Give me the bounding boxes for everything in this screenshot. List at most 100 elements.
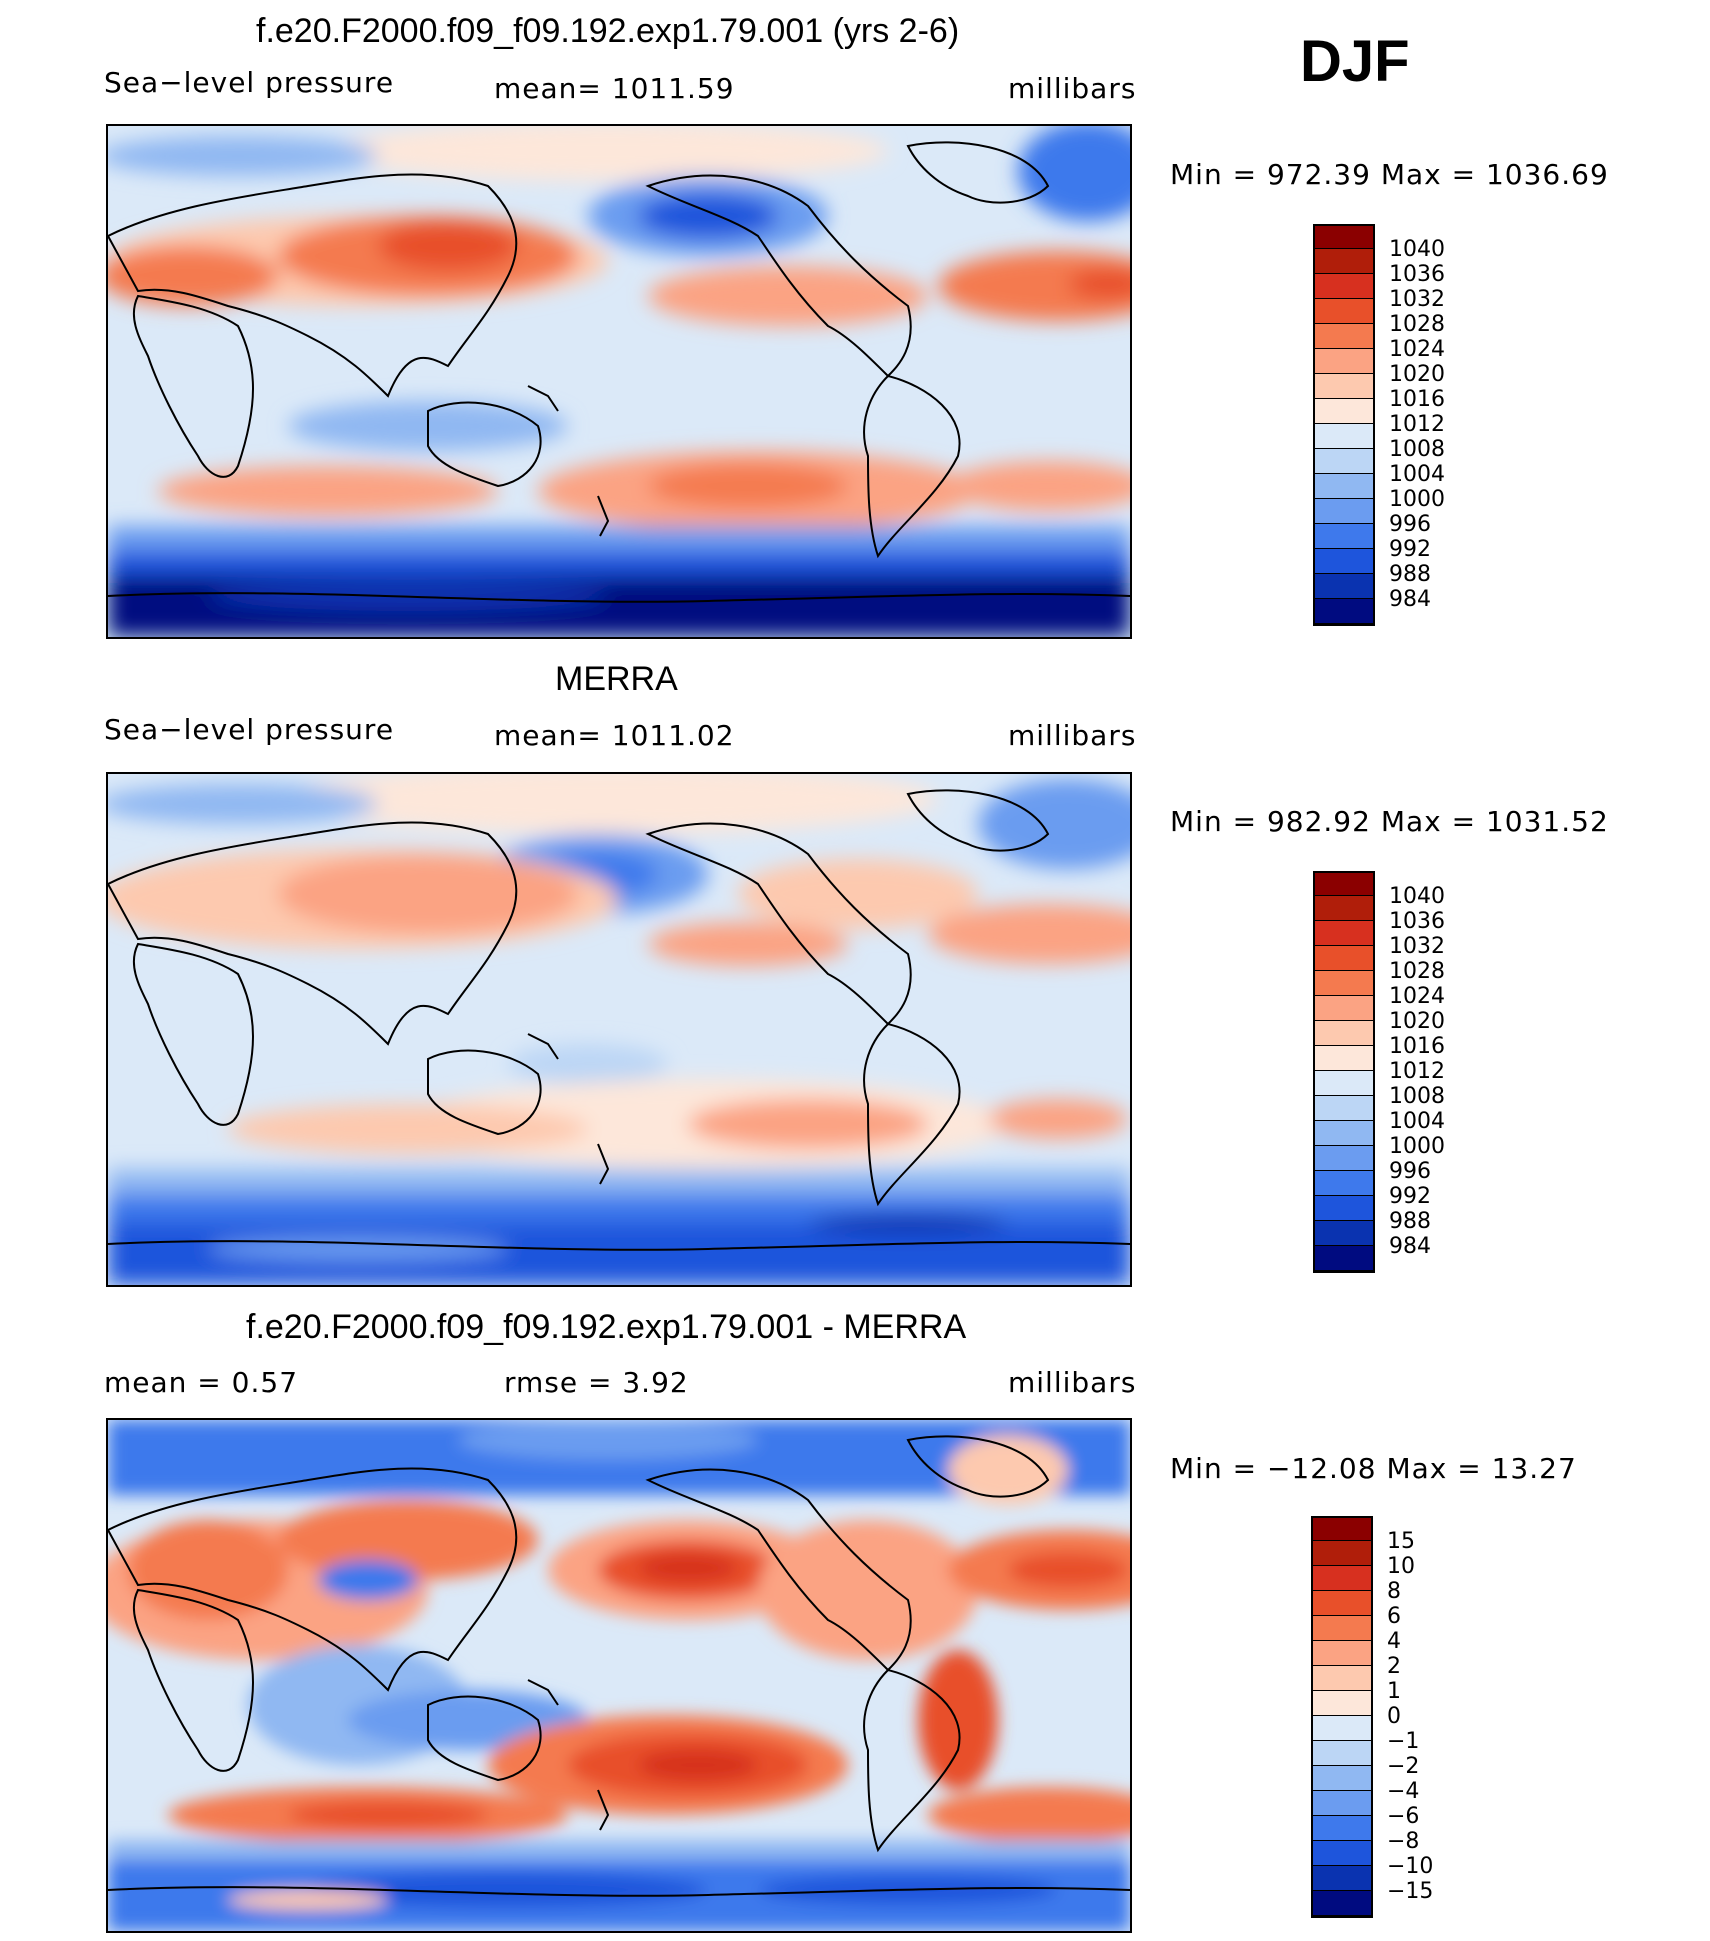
colorbar-swatch bbox=[1313, 1196, 1375, 1221]
colorbar-label: 1016 bbox=[1389, 387, 1445, 412]
colorbar-swatch bbox=[1311, 1816, 1373, 1841]
colorbar-swatch bbox=[1313, 374, 1375, 399]
colorbar-swatch bbox=[1311, 1566, 1373, 1591]
colorbar-swatch bbox=[1313, 224, 1375, 249]
colorbar-label: 1020 bbox=[1389, 362, 1445, 387]
colorbar-label: −2 bbox=[1387, 1754, 1420, 1779]
colorbar-label: 1028 bbox=[1389, 959, 1445, 984]
colorbar-label: 1036 bbox=[1389, 909, 1445, 934]
colorbar-swatch bbox=[1313, 996, 1375, 1021]
map-model bbox=[106, 124, 1132, 639]
minmax-obs: Min = 982.92 Max = 1031.52 bbox=[1170, 805, 1609, 838]
colorbar-label: 15 bbox=[1387, 1529, 1415, 1554]
colorbar-label: 984 bbox=[1389, 587, 1431, 612]
colorbar-swatch bbox=[1311, 1516, 1373, 1541]
colorbar-swatch bbox=[1311, 1691, 1373, 1716]
colorbar-label: −8 bbox=[1387, 1829, 1420, 1854]
colorbar-label: 1004 bbox=[1389, 462, 1445, 487]
panel-units-model: millibars bbox=[1008, 72, 1137, 105]
panel-units-diff: millibars bbox=[1008, 1366, 1137, 1399]
colorbar-label: 2 bbox=[1387, 1654, 1401, 1679]
colorbar-swatch bbox=[1313, 324, 1375, 349]
colorbar-label: 0 bbox=[1387, 1704, 1401, 1729]
colorbar-label: −6 bbox=[1387, 1804, 1420, 1829]
colorbar-label: 10 bbox=[1387, 1554, 1415, 1579]
colorbar-swatch bbox=[1311, 1841, 1373, 1866]
colorbar-label: 1 bbox=[1387, 1679, 1401, 1704]
colorbar-label: 992 bbox=[1389, 537, 1431, 562]
colorbar-swatch bbox=[1313, 1021, 1375, 1046]
colorbar-swatch bbox=[1311, 1541, 1373, 1566]
colorbar-swatch bbox=[1313, 274, 1375, 299]
colorbar-swatch bbox=[1311, 1641, 1373, 1666]
colorbar-label: 1036 bbox=[1389, 262, 1445, 287]
colorbar-swatch bbox=[1313, 1246, 1375, 1271]
colorbar-frame bbox=[1311, 1516, 1373, 1918]
season-label: DJF bbox=[1300, 29, 1410, 94]
panel-left-label-obs: Sea−level pressure bbox=[104, 713, 395, 746]
colorbar-label: 1024 bbox=[1389, 337, 1445, 362]
colorbar-swatch bbox=[1313, 1121, 1375, 1146]
colorbar-swatch bbox=[1311, 1716, 1373, 1741]
colorbar-label: 984 bbox=[1389, 1234, 1431, 1259]
colorbar-swatch bbox=[1313, 1071, 1375, 1096]
colorbar-label: 8 bbox=[1387, 1579, 1401, 1604]
colorbar-swatch bbox=[1313, 1096, 1375, 1121]
colorbar-label: 988 bbox=[1389, 1209, 1431, 1234]
colorbar-swatch bbox=[1313, 449, 1375, 474]
colorbar-label: 1000 bbox=[1389, 487, 1445, 512]
colorbar-swatch bbox=[1311, 1591, 1373, 1616]
colorbar-swatch bbox=[1313, 1046, 1375, 1071]
colorbar-label: 1004 bbox=[1389, 1109, 1445, 1134]
map-obs bbox=[106, 772, 1132, 1287]
colorbar-swatch bbox=[1313, 946, 1375, 971]
colorbar-label: 992 bbox=[1389, 1184, 1431, 1209]
colorbar-label: 1024 bbox=[1389, 984, 1445, 1009]
colorbar-swatch bbox=[1313, 499, 1375, 524]
panel-title-diff: f.e20.F2000.f09_f09.192.exp1.79.001 - ME… bbox=[246, 1308, 967, 1346]
colorbar-label: 4 bbox=[1387, 1629, 1401, 1654]
colorbar-label: 1040 bbox=[1389, 884, 1445, 909]
colorbar-swatch bbox=[1313, 599, 1375, 624]
colorbar-label: 1000 bbox=[1389, 1134, 1445, 1159]
colorbar-frame bbox=[1313, 871, 1375, 1273]
colorbar-swatch bbox=[1313, 1146, 1375, 1171]
colorbar-label: 1040 bbox=[1389, 237, 1445, 262]
colorbar-swatch bbox=[1313, 424, 1375, 449]
panel-title-obs: MERRA bbox=[555, 660, 678, 698]
colorbar-swatch bbox=[1311, 1866, 1373, 1891]
colorbar-label: −1 bbox=[1387, 1729, 1420, 1754]
panel-mean-label-diff: mean = 0.57 bbox=[104, 1366, 299, 1399]
colorbar-swatch bbox=[1311, 1741, 1373, 1766]
panel-units-obs: millibars bbox=[1008, 719, 1137, 752]
colorbar-label: 1032 bbox=[1389, 287, 1445, 312]
colorbar-swatch bbox=[1313, 871, 1375, 896]
colorbar-swatch bbox=[1313, 896, 1375, 921]
colorbar-label: 1012 bbox=[1389, 412, 1445, 437]
colorbar-frame bbox=[1313, 224, 1375, 626]
colorbar-swatch bbox=[1313, 971, 1375, 996]
panel-title-model: f.e20.F2000.f09_f09.192.exp1.79.001 (yrs… bbox=[256, 12, 960, 50]
colorbar-label: 996 bbox=[1389, 512, 1431, 537]
panel-mean-label-model: mean= 1011.59 bbox=[494, 72, 735, 105]
colorbar-label: −15 bbox=[1387, 1879, 1434, 1904]
colorbar-label: 1008 bbox=[1389, 1084, 1445, 1109]
colorbar-label: 1008 bbox=[1389, 437, 1445, 462]
panel-left-label-model: Sea−level pressure bbox=[104, 66, 395, 99]
panel-mean-label-obs: mean= 1011.02 bbox=[494, 719, 735, 752]
colorbar-swatch bbox=[1313, 574, 1375, 599]
minmax-model: Min = 972.39 Max = 1036.69 bbox=[1170, 158, 1609, 191]
colorbar-label: −10 bbox=[1387, 1854, 1434, 1879]
colorbar-label: −4 bbox=[1387, 1779, 1420, 1804]
colorbar-swatch bbox=[1311, 1791, 1373, 1816]
panel-rmse-label-diff: rmse = 3.92 bbox=[504, 1366, 689, 1399]
colorbar-swatch bbox=[1313, 474, 1375, 499]
colorbar-swatch bbox=[1313, 349, 1375, 374]
colorbar-swatch bbox=[1311, 1766, 1373, 1791]
colorbar-swatch bbox=[1313, 549, 1375, 574]
map-diff bbox=[106, 1418, 1132, 1933]
minmax-diff: Min = −12.08 Max = 13.27 bbox=[1170, 1452, 1577, 1485]
colorbar-label: 1028 bbox=[1389, 312, 1445, 337]
colorbar-label: 996 bbox=[1389, 1159, 1431, 1184]
colorbar-swatch bbox=[1313, 921, 1375, 946]
